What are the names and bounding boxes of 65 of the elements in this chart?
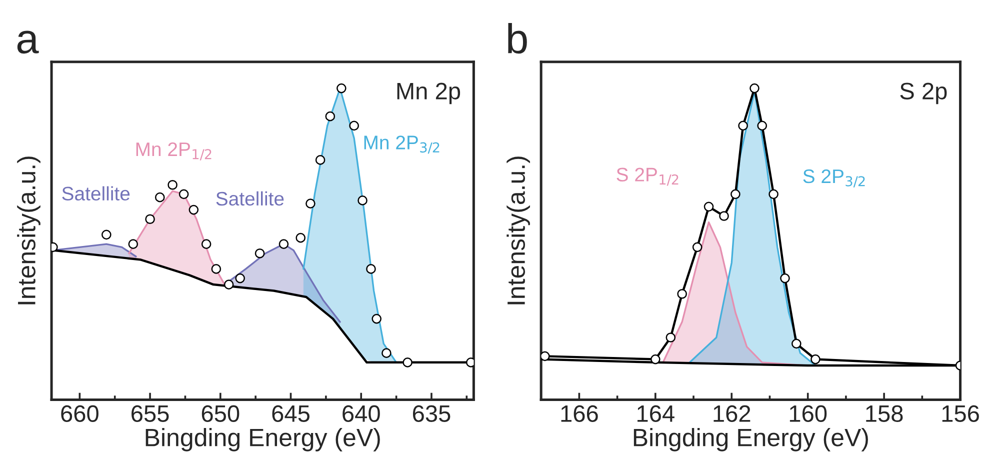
point bbox=[336, 83, 346, 94]
point bbox=[235, 273, 246, 284]
y-axis-title: Intensity(a.u.) bbox=[506, 156, 530, 304]
point bbox=[750, 83, 760, 94]
point bbox=[757, 120, 768, 131]
point bbox=[178, 189, 189, 200]
x-tick-label: 655 bbox=[132, 405, 169, 422]
point bbox=[224, 280, 234, 290]
point bbox=[154, 192, 165, 202]
x-tick-label: 645 bbox=[272, 405, 310, 422]
point bbox=[296, 232, 306, 243]
point bbox=[692, 242, 702, 252]
point bbox=[719, 211, 729, 221]
point bbox=[666, 332, 676, 342]
point bbox=[188, 204, 199, 215]
annotation: S 2P$_{1/2}$ bbox=[616, 168, 678, 186]
point bbox=[730, 189, 740, 200]
annotation: S 2p bbox=[900, 82, 947, 104]
annotation: Satellite bbox=[62, 186, 130, 201]
point bbox=[358, 196, 368, 206]
x-tick-label: 635 bbox=[412, 405, 450, 422]
point bbox=[704, 202, 714, 212]
point bbox=[306, 198, 316, 208]
annotation: Mn 2P$_{1/2}$ bbox=[136, 142, 212, 160]
point bbox=[145, 214, 155, 224]
x-axis-title: Bingding Energy (eV) bbox=[634, 428, 868, 452]
point bbox=[102, 230, 112, 240]
point bbox=[768, 189, 778, 200]
x-tick-label: 660 bbox=[61, 405, 98, 422]
text: b bbox=[508, 22, 527, 54]
point bbox=[278, 239, 289, 249]
point bbox=[382, 348, 392, 358]
point bbox=[810, 354, 820, 364]
text: a bbox=[17, 30, 39, 54]
x-tick-label: 166 bbox=[561, 405, 598, 422]
y-axis-title: Intensity(a.u.) bbox=[17, 156, 40, 304]
x-axis-title: Bingding Energy (eV) bbox=[146, 428, 380, 452]
point bbox=[677, 288, 687, 299]
point bbox=[780, 273, 790, 284]
point bbox=[372, 314, 382, 324]
x-tick-label: 650 bbox=[202, 405, 240, 422]
annotation: S 2P$_{3/2}$ bbox=[803, 169, 865, 188]
point bbox=[211, 264, 222, 274]
point bbox=[738, 120, 748, 131]
x-tick-label: 160 bbox=[790, 405, 827, 422]
point bbox=[650, 354, 660, 364]
x-tick-label: 640 bbox=[342, 405, 380, 422]
annotation: Mn 2p bbox=[397, 82, 460, 104]
point bbox=[541, 351, 550, 362]
point bbox=[366, 264, 376, 274]
point bbox=[349, 120, 359, 131]
point bbox=[201, 239, 212, 249]
x-tick-label: 158 bbox=[866, 405, 903, 422]
point bbox=[325, 111, 336, 122]
x-tick-label: 156 bbox=[942, 405, 979, 422]
x-tick-label: 164 bbox=[638, 405, 674, 422]
point bbox=[315, 155, 326, 165]
point bbox=[128, 239, 138, 249]
point bbox=[168, 180, 178, 190]
point bbox=[792, 338, 802, 349]
x-tick-label: 162 bbox=[714, 405, 750, 422]
annotation: Satellite bbox=[216, 191, 284, 206]
point bbox=[254, 248, 265, 258]
point bbox=[402, 358, 412, 368]
annotation: Mn 2P$_{3/2}$ bbox=[364, 136, 440, 154]
